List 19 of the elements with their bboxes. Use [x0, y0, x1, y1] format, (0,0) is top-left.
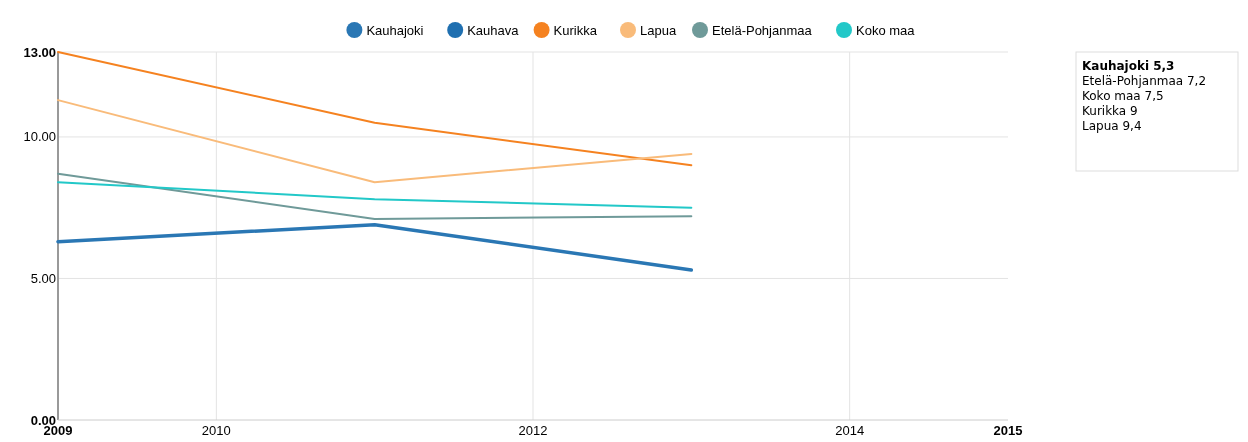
text: Lapua 9,4 [1082, 119, 1142, 133]
legend-label: Koko maa [856, 22, 916, 38]
x-tick-label: 2009 [43, 423, 73, 438]
text: Kurikka 9 [1082, 104, 1138, 118]
y-tick-label: 10.00 [23, 129, 56, 145]
legend-label: Kauhava [467, 22, 520, 38]
x-tick-label: 2014 [835, 423, 865, 438]
x-tick-label: 2015 [993, 423, 1023, 438]
legend-label: Lapua [640, 22, 677, 38]
legend-label: Etelä-Pohjanmaa [712, 22, 813, 38]
y-tick-label: 5.00 [30, 271, 56, 287]
text: Koko maa 7,5 [1082, 89, 1164, 103]
x-tick-label: 2010 [201, 423, 231, 438]
legend-label: Kurikka [553, 22, 598, 38]
text: Kauhajoki 5,3 [1082, 59, 1175, 73]
legend-label: Kauhajoki [366, 22, 424, 38]
text: Etelä-Pohjanmaa 7,2 [1082, 74, 1207, 88]
y-tick-label: 13.00 [23, 44, 56, 60]
x-tick-label: 2012 [518, 423, 548, 438]
